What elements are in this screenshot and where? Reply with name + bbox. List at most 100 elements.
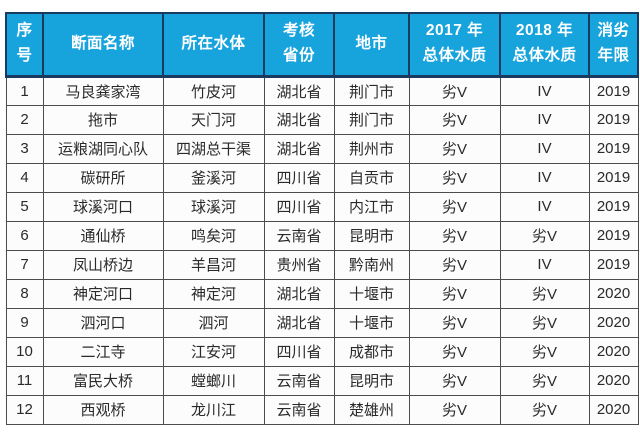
table-cell-city: 昆明市 [333,365,410,396]
table-cell-province: 四川省 [263,336,335,367]
table-cell-province: 湖北省 [263,307,335,338]
table-cell-q2017: 劣V [408,365,501,396]
water-quality-table: 序 号 断面名称 所在水体 考核 省份 地市 2017 年 总体水质 2018 … [5,12,639,425]
table-cell-deadline: 2019 [588,162,639,193]
header-cell-index: 序 号 [5,12,44,78]
table-cell-city: 成都市 [333,336,410,367]
table-row: 5 球溪河口 球溪河 四川省 内江市 劣V IV 2019 [5,191,639,222]
table-row: 2 拖市 天门河 湖北省 荆门市 劣V IV 2019 [5,104,639,135]
table-cell-index: 2 [5,104,44,135]
table-cell-water-body: 天门河 [162,104,265,135]
table-cell-q2017: 劣V [408,191,501,222]
table-cell-city: 十堰市 [333,278,410,309]
table-cell-section-name: 凤山桥边 [42,249,164,280]
table-cell-index: 8 [5,278,44,309]
table-cell-index: 5 [5,191,44,222]
table-cell-q2018: IV [499,249,590,280]
table-cell-index: 11 [5,365,44,396]
table-cell-section-name: 拖市 [42,104,164,135]
table-cell-deadline: 2020 [588,336,639,367]
table-cell-index: 4 [5,162,44,193]
table-header: 序 号 断面名称 所在水体 考核 省份 地市 2017 年 总体水质 2018 … [5,12,639,78]
table-cell-deadline: 2020 [588,394,639,425]
table-cell-water-body: 四湖总干渠 [162,133,265,164]
table-row: 3 运粮湖同心队 四湖总干渠 湖北省 荆州市 劣V IV 2019 [5,133,639,164]
table-cell-q2017: 劣V [408,162,501,193]
header-cell-q2017: 2017 年 总体水质 [408,12,501,78]
table-cell-deadline: 2019 [588,75,639,106]
table-cell-province: 四川省 [263,162,335,193]
table-cell-q2018: 劣V [499,365,590,396]
table-row: 9 泗河口 泗河 湖北省 十堰市 劣V 劣V 2020 [5,307,639,338]
table-row: 11 富民大桥 螳螂川 云南省 昆明市 劣V 劣V 2020 [5,365,639,396]
table-cell-q2018: 劣V [499,394,590,425]
table-cell-q2018: 劣V [499,307,590,338]
table-cell-q2017: 劣V [408,336,501,367]
table-cell-province: 湖北省 [263,75,335,106]
table-row: 6 通仙桥 鸣矣河 云南省 昆明市 劣V 劣V 2019 [5,220,639,251]
header-cell-section-name: 断面名称 [42,12,164,78]
table-cell-q2018: IV [499,104,590,135]
table-cell-q2018: IV [499,191,590,222]
table-cell-section-name: 球溪河口 [42,191,164,222]
table-row: 8 神定河口 神定河 湖北省 十堰市 劣V 劣V 2020 [5,278,639,309]
header-cell-q2018: 2018 年 总体水质 [499,12,590,78]
table-cell-q2018: IV [499,162,590,193]
table-cell-q2017: 劣V [408,133,501,164]
table-cell-city: 自贡市 [333,162,410,193]
table-cell-province: 云南省 [263,394,335,425]
table-cell-deadline: 2019 [588,104,639,135]
table-cell-deadline: 2020 [588,278,639,309]
table-cell-deadline: 2020 [588,365,639,396]
table-cell-province: 湖北省 [263,278,335,309]
table-cell-city: 内江市 [333,191,410,222]
table-cell-index: 6 [5,220,44,251]
table-cell-water-body: 螳螂川 [162,365,265,396]
table-cell-section-name: 泗河口 [42,307,164,338]
table-cell-water-body: 竹皮河 [162,75,265,106]
table-cell-q2018: IV [499,133,590,164]
table-cell-q2018: 劣V [499,278,590,309]
table-cell-index: 1 [5,75,44,106]
table-cell-q2017: 劣V [408,249,501,280]
header-cell-province: 考核 省份 [263,12,335,78]
table-cell-section-name: 通仙桥 [42,220,164,251]
table-cell-section-name: 马良龚家湾 [42,75,164,106]
header-cell-city: 地市 [333,12,410,78]
table-cell-water-body: 鸣矣河 [162,220,265,251]
table-cell-section-name: 二江寺 [42,336,164,367]
water-quality-table-wrap: 序 号 断面名称 所在水体 考核 省份 地市 2017 年 总体水质 2018 … [5,12,639,425]
header-row: 序 号 断面名称 所在水体 考核 省份 地市 2017 年 总体水质 2018 … [5,12,639,78]
table-cell-province: 湖北省 [263,104,335,135]
table-cell-water-body: 球溪河 [162,191,265,222]
table-cell-q2018: 劣V [499,220,590,251]
table-cell-q2018: IV [499,75,590,106]
table-cell-q2017: 劣V [408,104,501,135]
table-cell-section-name: 西观桥 [42,394,164,425]
table-cell-water-body: 神定河 [162,278,265,309]
table-cell-city: 昆明市 [333,220,410,251]
table-row: 12 西观桥 龙川江 云南省 楚雄州 劣V 劣V 2020 [5,394,639,425]
table-cell-section-name: 富民大桥 [42,365,164,396]
table-cell-water-body: 江安河 [162,336,265,367]
table-cell-deadline: 2020 [588,307,639,338]
table-cell-water-body: 泗河 [162,307,265,338]
table-cell-water-body: 龙川江 [162,394,265,425]
table-cell-city: 荆州市 [333,133,410,164]
table-row: 4 碳研所 釜溪河 四川省 自贡市 劣V IV 2019 [5,162,639,193]
table-cell-q2017: 劣V [408,394,501,425]
table-row: 7 凤山桥边 羊昌河 贵州省 黔南州 劣V IV 2019 [5,249,639,280]
table-cell-city: 楚雄州 [333,394,410,425]
table-cell-index: 7 [5,249,44,280]
table-cell-province: 云南省 [263,220,335,251]
table-cell-q2017: 劣V [408,278,501,309]
table-cell-city: 荆门市 [333,104,410,135]
table-cell-deadline: 2019 [588,133,639,164]
table-cell-index: 3 [5,133,44,164]
table-row: 1 马良龚家湾 竹皮河 湖北省 荆门市 劣V IV 2019 [5,75,639,106]
table-cell-water-body: 羊昌河 [162,249,265,280]
table-body: 1 马良龚家湾 竹皮河 湖北省 荆门市 劣V IV 2019 2 拖市 天门河 湖北省 荆门市 劣V IV 2… [5,75,639,425]
table-cell-section-name: 碳研所 [42,162,164,193]
table-cell-index: 9 [5,307,44,338]
table-cell-index: 10 [5,336,44,367]
